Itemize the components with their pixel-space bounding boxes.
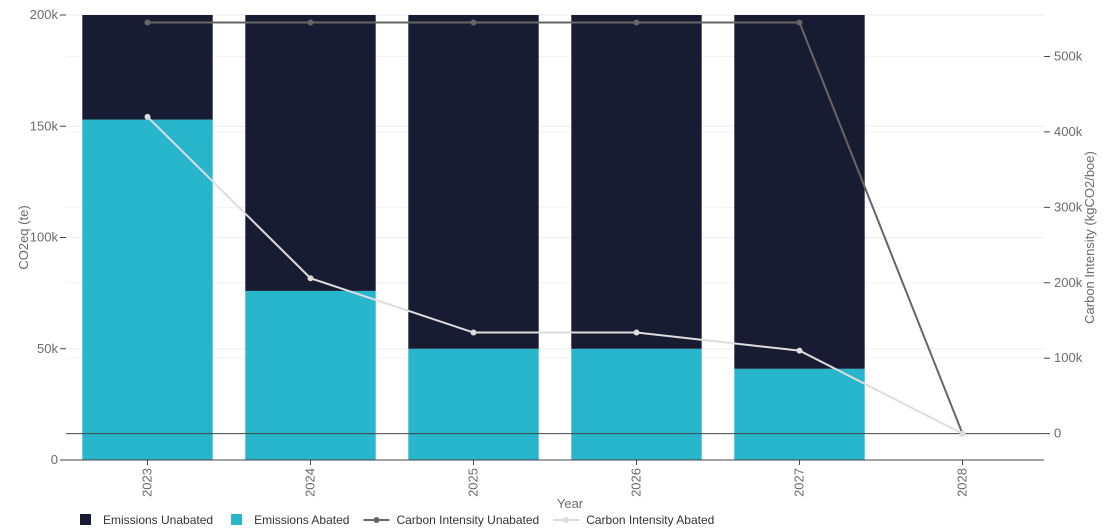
y-tick-label-2: 100k: [30, 230, 59, 245]
x-tick-label-2025: 2025: [466, 468, 481, 497]
y-tick-label-4: 200k: [30, 7, 59, 22]
legend-swatch-emissions-unabated: [80, 514, 91, 525]
legend-label-carbon-intensity-unabated: Carbon Intensity Unabated: [396, 513, 539, 527]
legend-label-emissions-abated: Emissions Abated: [254, 513, 349, 527]
y-tick-label-1: 50k: [37, 341, 58, 356]
point-carbon-intensity-abated-2025: [470, 329, 477, 336]
x-tick-label-2027: 2027: [792, 468, 807, 497]
point-carbon-intensity-abated-2028: [959, 430, 966, 437]
y2-tick-label-3: 300k: [1054, 199, 1083, 214]
bar-emissions-unabated-2023: [82, 15, 213, 120]
point-carbon-intensity-abated-2026: [633, 329, 640, 336]
bar-emissions-abated-2023: [82, 119, 213, 460]
y-tick-label-0: 0: [51, 452, 58, 467]
line-carbon-intensity-abated: [146, 116, 963, 435]
bar-emissions-unabated-2025: [408, 15, 539, 349]
bar-emissions-unabated-2026: [571, 15, 702, 349]
y2-tick-label-5: 500k: [1054, 48, 1083, 63]
x-tick-label-2026: 2026: [629, 468, 644, 497]
point-carbon-intensity-abated-2023: [144, 113, 151, 120]
bar-emissions-unabated-2027: [734, 15, 865, 369]
bar-emissions-unabated-2024: [245, 15, 376, 291]
point-carbon-intensity-unabated-2023: [144, 19, 151, 26]
legend-marker-carbon-intensity-abated: [563, 517, 570, 523]
bar-emissions-abated-2025: [408, 348, 539, 460]
y2-tick-label-0: 0: [1054, 426, 1061, 441]
x-tick-label-2023: 2023: [140, 468, 155, 497]
bar-emissions-abated-2024: [245, 290, 376, 460]
line-carbon-intensity-unabated: [147, 21, 964, 434]
point-carbon-intensity-unabated-2026: [633, 19, 640, 26]
legend-swatch-emissions-abated: [231, 514, 243, 525]
point-carbon-intensity-unabated-2025: [470, 19, 477, 26]
y2-tick-label-1: 100k: [1054, 350, 1083, 365]
point-carbon-intensity-unabated-2024: [307, 19, 314, 26]
legend-label-emissions-unabated: Emissions Unabated: [103, 513, 213, 527]
x-tick-label-2024: 2024: [303, 468, 318, 497]
x-tick-label-2028: 2028: [955, 468, 970, 497]
y2-tick-label-2: 200k: [1054, 275, 1083, 290]
y2-axis-title: Carbon Intensity (kgCO2/boe): [1082, 151, 1097, 324]
point-carbon-intensity-unabated-2027: [796, 19, 803, 26]
point-carbon-intensity-abated-2024: [307, 275, 314, 282]
bar-emissions-abated-2027: [734, 368, 865, 460]
legend-marker-carbon-intensity-unabated: [373, 517, 380, 523]
point-carbon-intensity-abated-2027: [796, 347, 803, 354]
x-axis-title: Year: [557, 496, 584, 511]
y-tick-label-3: 150k: [30, 118, 59, 133]
bar-emissions-abated-2026: [571, 348, 702, 460]
y2-tick-label-4: 400k: [1054, 124, 1083, 139]
y-axis-title: CO2eq (te): [16, 205, 31, 269]
legend-label-carbon-intensity-abated: Carbon Intensity Abated: [586, 513, 714, 527]
